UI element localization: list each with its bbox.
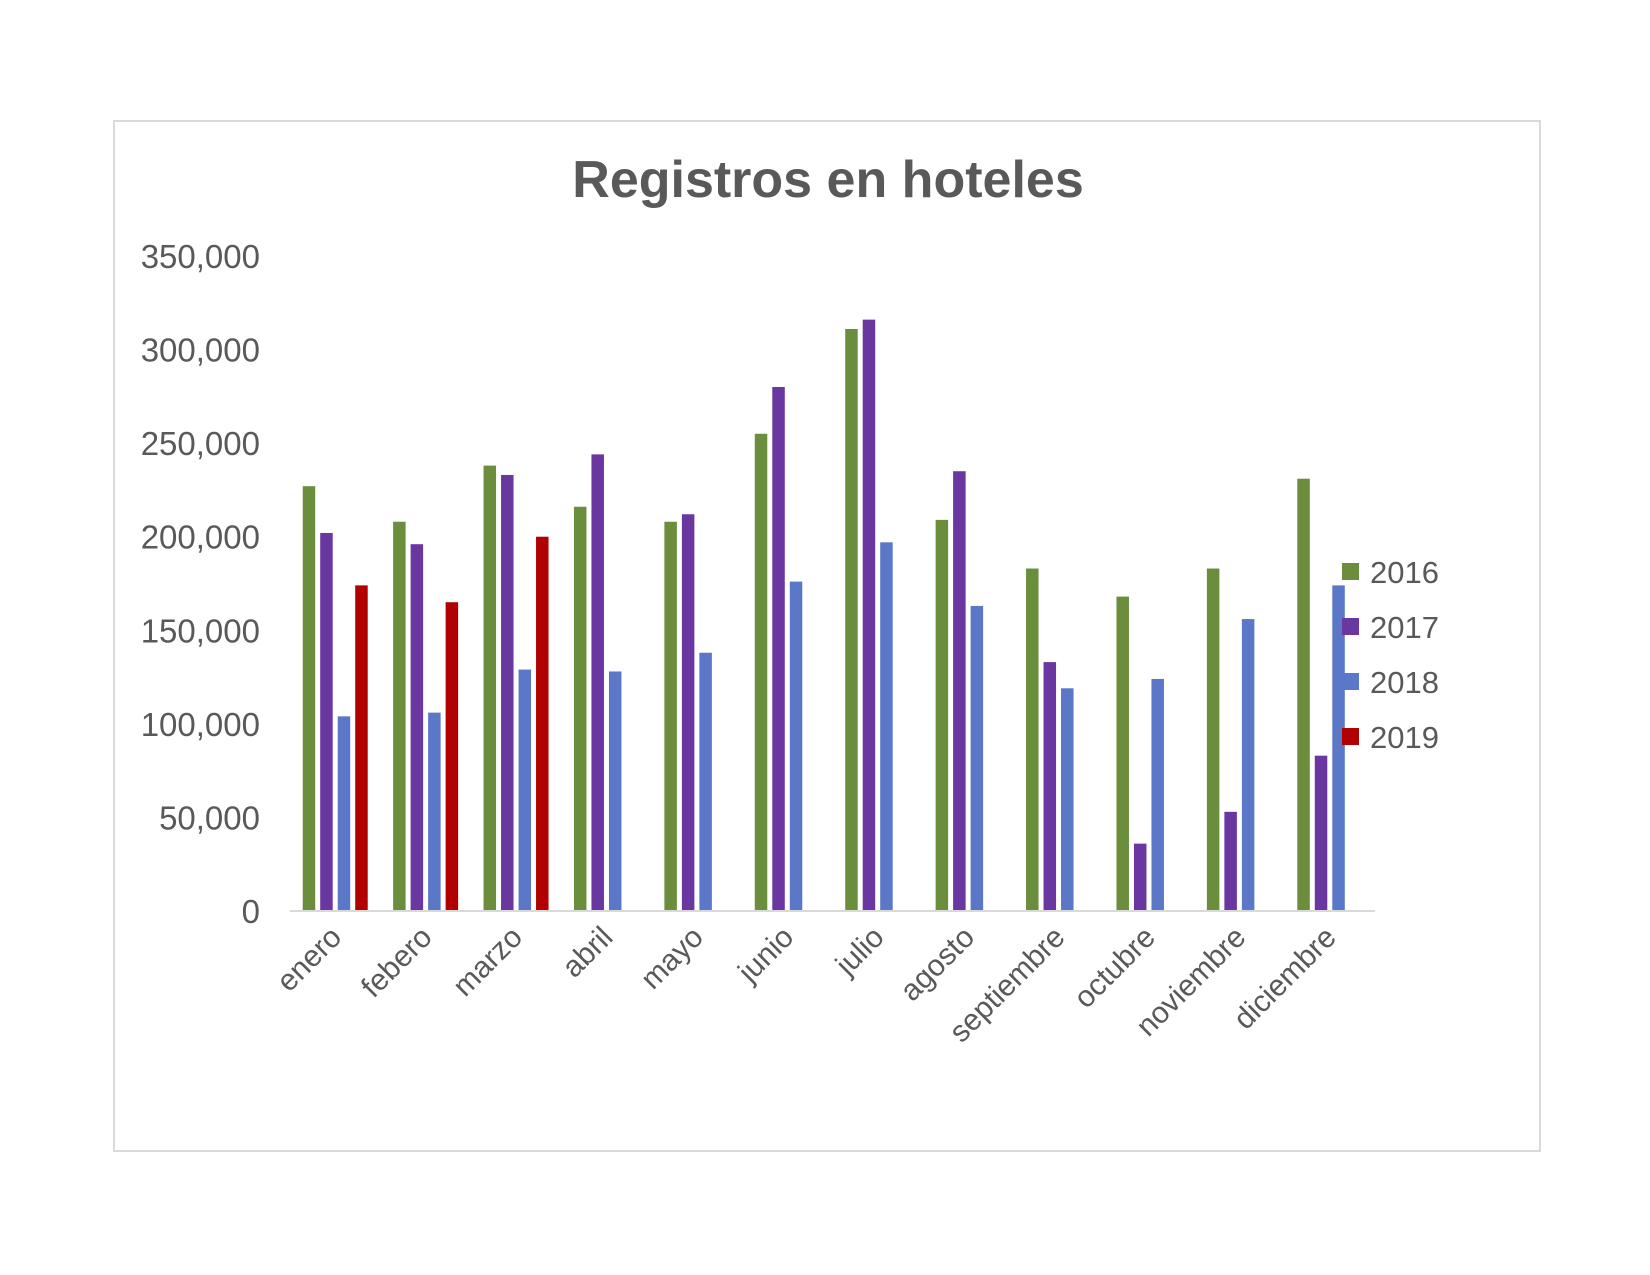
bar-2017-septiembre xyxy=(1043,662,1057,911)
bar-2017-febero xyxy=(410,544,424,911)
bar-2017-abril xyxy=(591,454,604,911)
chart-canvas: Registros en hoteles 0 50,000 100,000 150,0… xyxy=(141,151,1439,1049)
x-tick-label: febero xyxy=(355,921,438,1004)
x-tick-label: mayo xyxy=(635,921,710,996)
y-tick-label: 100,000 xyxy=(141,706,260,743)
y-axis-ticks: 0 50,000 100,000 150,000 200,000 250,000 300,0… xyxy=(141,238,260,930)
bar-2016-diciembre xyxy=(1297,478,1310,911)
bar-2016-abril xyxy=(573,506,587,911)
x-tick-label: julio xyxy=(829,921,891,983)
y-tick-label: 350,000 xyxy=(141,238,260,275)
legend-swatch-2017 xyxy=(1342,618,1359,635)
legend-swatch-2018 xyxy=(1342,673,1359,690)
legend: 2016 2017 2018 2019 xyxy=(1342,555,1439,755)
bar-2017-agosto xyxy=(953,471,966,911)
chart-frame: Registros en hoteles 0 50,000 100,000 150,0… xyxy=(113,120,1541,1152)
bar-2016-agosto xyxy=(935,519,949,911)
bar-2017-enero xyxy=(320,532,333,911)
bar-2017-mayo xyxy=(681,514,695,911)
legend-label: 2018 xyxy=(1370,665,1439,700)
bar-2018-mayo xyxy=(699,652,712,911)
bar-2017-diciembre xyxy=(1314,755,1328,911)
x-tick-label: marzo xyxy=(447,921,529,1003)
y-tick-label: 50,000 xyxy=(159,799,260,836)
x-axis-labels: enero febero marzo abril mayo junio julio agost… xyxy=(271,921,1343,1049)
bar-2018-octubre xyxy=(1151,678,1164,911)
x-tick-label: agosto xyxy=(894,921,981,1008)
bar-2019-febero xyxy=(445,602,459,911)
y-tick-label: 250,000 xyxy=(141,425,260,462)
chart-title: Registros en hoteles xyxy=(572,151,1083,209)
legend-swatch-2016 xyxy=(1342,563,1359,580)
y-tick-label: 300,000 xyxy=(141,332,260,369)
bar-2016-mayo xyxy=(664,521,677,911)
x-tick-label: enero xyxy=(271,921,349,999)
bars xyxy=(302,319,1345,912)
bar-2018-julio xyxy=(880,542,893,911)
y-tick-label: 0 xyxy=(242,893,260,930)
bar-2019-marzo xyxy=(536,536,549,911)
bar-2016-julio xyxy=(845,328,858,911)
x-tick-label: junio xyxy=(731,921,800,990)
bar-2016-febero xyxy=(393,521,406,911)
bar-2016-marzo xyxy=(483,465,497,911)
bar-2018-abril xyxy=(608,671,622,911)
bar-2017-marzo xyxy=(501,474,514,911)
bar-2016-junio xyxy=(754,433,768,911)
bar-2017-noviembre xyxy=(1224,811,1237,911)
bar-2016-octubre xyxy=(1116,596,1129,911)
bar-2018-marzo xyxy=(518,669,532,911)
x-tick-label: abril xyxy=(556,921,619,984)
bar-2017-octubre xyxy=(1133,843,1147,911)
legend-label: 2017 xyxy=(1370,610,1439,645)
bar-2018-noviembre xyxy=(1241,619,1255,911)
y-tick-label: 150,000 xyxy=(141,612,260,649)
bar-2019-enero xyxy=(355,585,368,911)
bar-2018-junio xyxy=(789,581,803,911)
bar-2018-septiembre xyxy=(1061,688,1074,911)
bar-2018-agosto xyxy=(970,605,984,911)
legend-label: 2019 xyxy=(1370,720,1439,755)
bar-2018-diciembre xyxy=(1332,585,1345,911)
legend-swatch-2019 xyxy=(1342,728,1359,745)
bar-2016-enero xyxy=(302,486,316,911)
y-tick-label: 200,000 xyxy=(141,519,260,556)
bar-2016-septiembre xyxy=(1026,568,1039,911)
bar-2017-junio xyxy=(772,387,785,911)
bar-2016-noviembre xyxy=(1206,568,1220,911)
legend-label: 2016 xyxy=(1370,555,1439,590)
bar-2018-febero xyxy=(428,712,441,911)
bar-2018-enero xyxy=(337,716,351,911)
bar-2017-julio xyxy=(862,319,876,912)
